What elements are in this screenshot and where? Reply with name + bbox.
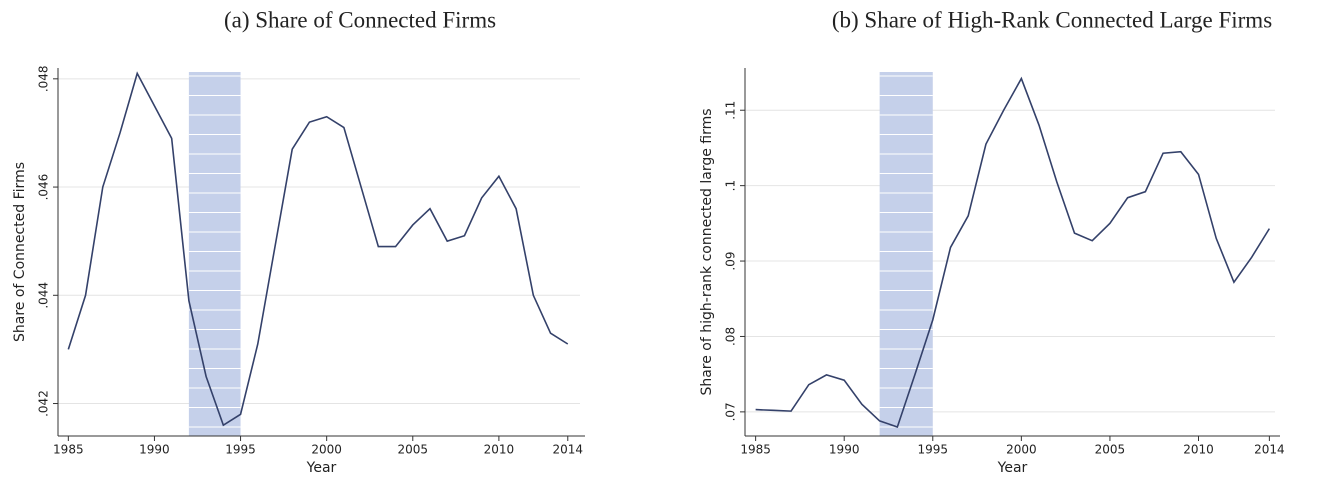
chart-title: (b) Share of High-Rank Connected Large F…	[832, 7, 1272, 32]
x-tick-label: 2005	[1095, 443, 1126, 457]
y-tick-label: .042	[37, 390, 51, 417]
y-tick-label: .1	[724, 180, 738, 191]
x-tick-label: 2014	[553, 443, 584, 457]
shaded-period	[879, 72, 933, 436]
x-tick-label: 1990	[829, 443, 860, 457]
y-tick-label: .09	[724, 252, 738, 271]
x-axis-label: Year	[997, 460, 1028, 476]
x-tick-label: 2014	[1254, 443, 1285, 457]
x-tick-label: 2000	[1006, 443, 1037, 457]
x-tick-label: 1990	[139, 443, 170, 457]
y-axis-label: Share of high-rank connected large firms	[699, 108, 715, 395]
y-tick-label: .048	[37, 65, 51, 92]
x-tick-label: 2000	[311, 443, 342, 457]
x-tick-label: 2010	[484, 443, 515, 457]
y-tick-label: .08	[724, 327, 738, 346]
y-tick-label: .044	[37, 282, 51, 309]
line-series	[755, 76, 1271, 428]
x-tick-label: 1985	[740, 443, 771, 457]
x-tick-label: 1985	[53, 443, 84, 457]
x-tick-label: 1995	[918, 443, 949, 457]
y-axis-label: Share of Connected Firms	[12, 162, 28, 342]
x-tick-label: 2010	[1183, 443, 1214, 457]
y-tick-label: .07	[724, 402, 738, 421]
chart-title: (a) Share of Connected Firms	[224, 7, 496, 32]
shaded-period	[188, 72, 241, 436]
y-tick-label: .046	[37, 174, 51, 201]
line-series	[67, 71, 569, 427]
y-tick-label: .11	[724, 101, 738, 120]
x-tick-label: 1995	[225, 443, 256, 457]
x-tick-label: 2005	[398, 443, 429, 457]
x-axis-label: Year	[306, 460, 337, 476]
